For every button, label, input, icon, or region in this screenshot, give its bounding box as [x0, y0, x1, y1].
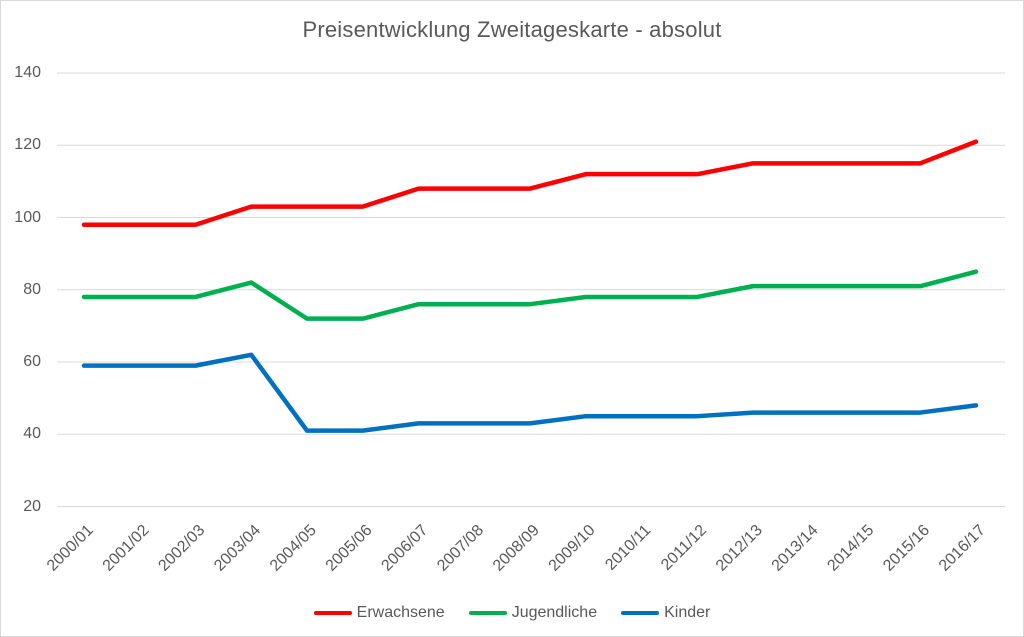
y-axis-tick-label: 80	[23, 280, 41, 298]
y-axis-tick-label: 140	[14, 64, 41, 81]
y-axis-tick-label: 100	[14, 208, 41, 226]
legend-label: Erwachsene	[356, 604, 445, 621]
y-axis-tick-label: 120	[14, 136, 41, 154]
legend-line-icon	[621, 610, 660, 616]
x-axis-tick-label: 2011/12	[658, 522, 710, 574]
legend-line-icon	[468, 610, 507, 616]
x-axis-tick-label: 2009/10	[546, 522, 599, 575]
legend-item-kinder: Kinder	[621, 604, 710, 622]
legend-label: Kinder	[664, 604, 711, 621]
x-axis-tick-label: 2016/17	[936, 522, 989, 575]
legend-item-jugendliche: Jugendliche	[468, 604, 598, 622]
series-line-jugendliche	[81, 269, 979, 321]
x-axis-tick-label: 2014/15	[824, 522, 877, 575]
chart-title: Preisentwicklung Zweitageskarte - absolu…	[302, 17, 722, 42]
x-axis-tick-label: 2001/02	[100, 522, 153, 575]
y-axis-tick-label: 40	[23, 425, 41, 443]
x-axis-tick-label: 2010/11	[602, 522, 654, 574]
x-axis-tick-label: 2003/04	[211, 522, 264, 575]
x-axis-tick-label: 2000/01	[44, 522, 97, 575]
x-axis-tick-label: 2005/06	[323, 522, 376, 575]
x-axis-tick-label: 2004/05	[267, 522, 320, 575]
y-axis-tick-label: 20	[23, 497, 41, 515]
legend-item-erwachsene: Erwachsene	[313, 604, 445, 622]
legend: Erwachsene Jugendliche Kinder	[1, 604, 1023, 622]
x-axis-tick-label: 2008/09	[490, 522, 543, 575]
x-axis-tick-label: 2013/14	[769, 522, 822, 575]
legend-label: Jugendliche	[511, 604, 598, 621]
x-axis-tick-label: 2007/08	[434, 522, 487, 575]
legend-line-icon	[313, 610, 352, 616]
series-line-kinder	[81, 352, 979, 433]
y-axis-tick-label: 60	[23, 353, 41, 370]
y-axis: 20 40 60 80 100 120 140	[1, 1, 41, 636]
x-axis-tick-label: 2015/16	[880, 522, 933, 575]
series-line-erwachsene	[81, 139, 979, 227]
x-axis-tick-label: 2002/03	[155, 522, 208, 575]
x-axis-tick-label: 2012/13	[713, 522, 766, 575]
x-axis-tick-label: 2006/07	[378, 522, 431, 575]
